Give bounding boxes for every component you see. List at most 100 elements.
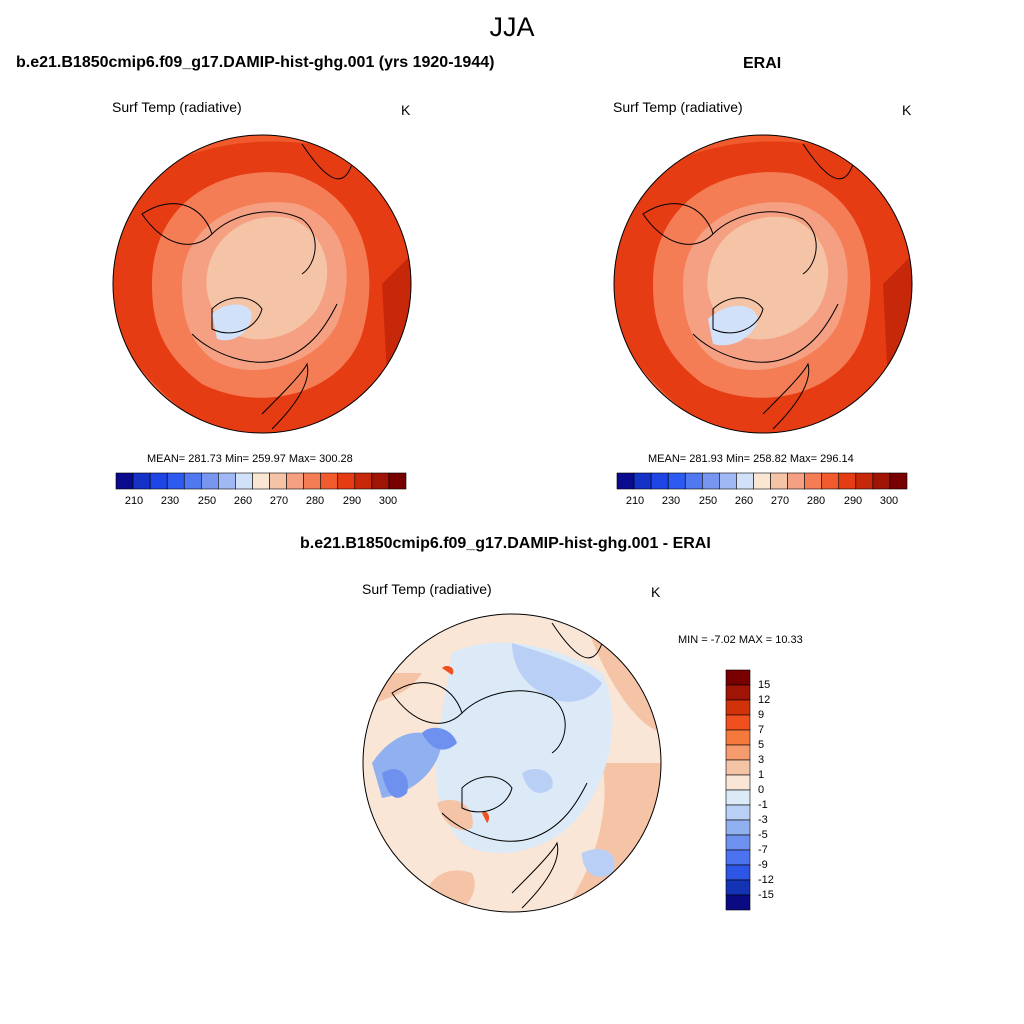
diff-colorbar-swatch [725,894,751,911]
model-colorbar [115,472,407,490]
diff-colorbar-swatch [725,669,751,686]
model-colorbar-swatch [115,472,134,490]
diff-colorbar-swatch [725,819,751,836]
diff-tick: -15 [758,889,774,901]
model-tick: 230 [160,495,180,507]
obs-tick: 250 [698,495,718,507]
model-colorbar-swatch [354,472,373,490]
diff-colorbar-swatch [725,684,751,701]
diff-units-label: K [651,584,661,600]
model-colorbar-swatch [149,472,168,490]
diff-colorbar-swatch [725,729,751,746]
model-tick: 270 [269,495,289,507]
obs-stats: MEAN= 281.93 Min= 258.82 Max= 296.14 [648,453,854,465]
diff-tick: -5 [758,829,768,841]
diff-tick: -1 [758,799,768,811]
model-colorbar-swatch [200,472,219,490]
obs-tick: 290 [843,495,863,507]
obs-colorbar-swatch [855,472,874,490]
diff-colorbar-swatch [725,864,751,881]
diff-colorbar-swatch [725,699,751,716]
diff-colorbar-swatch [725,774,751,791]
model-colorbar-swatch [337,472,356,490]
obs-colorbar-swatch [719,472,737,490]
obs-colorbar-swatch [616,472,635,490]
model-colorbar-swatch [183,472,202,490]
model-tick: 290 [342,495,362,507]
obs-polar-map [613,134,913,434]
diff-tick: 9 [758,709,765,721]
diff-colorbar-swatch [725,789,751,806]
diff-colorbar-swatch [725,849,751,866]
diff-colorbar [725,669,751,911]
obs-colorbar-swatch [872,472,891,490]
obs-variable-label: Surf Temp (radiative) [613,99,743,115]
model-colorbar-swatch [388,472,407,490]
diff-colorbar-swatch [725,759,751,776]
diff-colorbar-swatch [725,804,751,821]
obs-panel-title: ERAI [743,55,782,72]
diff-colorbar-swatch [725,879,751,896]
diff-tick: 7 [758,724,765,736]
obs-colorbar-swatch [736,472,754,490]
model-tick: 250 [197,495,217,507]
diff-tick: -9 [758,859,768,871]
obs-colorbar [616,472,908,490]
model-colorbar-swatch [320,472,339,490]
obs-tick: 280 [806,495,826,507]
model-colorbar-swatch [218,472,236,490]
model-colorbar-swatch [166,472,185,490]
diff-tick: 15 [758,679,771,691]
obs-tick: 260 [734,495,754,507]
obs-colorbar-swatch [650,472,669,490]
diff-polar-map [362,613,662,913]
obs-colorbar-swatch [684,472,703,490]
model-panel-title: b.e21.B1850cmip6.f09_g17.DAMIP-hist-ghg.… [16,54,495,71]
diff-tick: 1 [758,769,765,781]
obs-colorbar-swatch [821,472,840,490]
diff-colorbar-swatch [725,744,751,761]
model-variable-label: Surf Temp (radiative) [112,99,242,115]
obs-tick: 210 [625,495,645,507]
obs-colorbar-swatch [753,472,771,490]
diff-tick: 12 [758,694,771,706]
model-polar-map [112,134,412,434]
diff-colorbar-swatch [725,714,751,731]
obs-colorbar-swatch [667,472,686,490]
model-colorbar-swatch [252,472,270,490]
obs-colorbar-swatch [838,472,857,490]
model-colorbar-swatch [132,472,151,490]
obs-tick: 300 [879,495,899,507]
model-colorbar-swatch [286,472,304,490]
diff-tick: 3 [758,754,765,766]
obs-colorbar-swatch [889,472,908,490]
diff-tick: 5 [758,739,765,751]
diff-tick: -7 [758,844,768,856]
model-colorbar-swatch [269,472,287,490]
model-tick: 210 [124,495,144,507]
model-colorbar-swatch [235,472,253,490]
diff-colorbar-swatch [725,834,751,851]
obs-colorbar-swatch [701,472,720,490]
model-tick: 300 [378,495,398,507]
model-tick: 260 [233,495,253,507]
diff-tick: -3 [758,814,768,826]
diff-tick: -12 [758,874,774,886]
diff-variable-label: Surf Temp (radiative) [362,581,492,597]
model-stats: MEAN= 281.73 Min= 259.97 Max= 300.28 [147,453,353,465]
diff-tick: 0 [758,784,765,796]
obs-tick: 230 [661,495,681,507]
model-tick: 280 [305,495,325,507]
obs-colorbar-swatch [770,472,788,490]
model-colorbar-swatch [303,472,322,490]
obs-colorbar-swatch [633,472,652,490]
obs-tick: 270 [770,495,790,507]
diff-panel-title: b.e21.B1850cmip6.f09_g17.DAMIP-hist-ghg.… [300,535,711,552]
obs-colorbar-swatch [787,472,805,490]
obs-colorbar-swatch [804,472,823,490]
model-units-label: K [401,102,411,118]
diff-stats: MIN = -7.02 MAX = 10.33 [678,634,803,646]
figure-title: JJA [489,12,535,42]
model-colorbar-swatch [371,472,390,490]
obs-units-label: K [902,102,912,118]
